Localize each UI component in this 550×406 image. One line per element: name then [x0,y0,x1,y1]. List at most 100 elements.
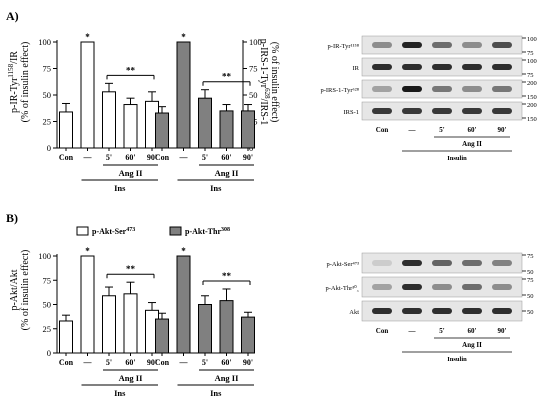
panel-a-right-ytick-label: 100 [249,37,262,47]
blot-lane-label: 90' [498,327,507,335]
panel-a-right-xtick-label: Con [155,153,170,162]
blot-marker-label: 75 [527,72,534,79]
blot-band [402,64,422,70]
panel-b-right-ins-label: Ins [210,388,222,398]
panel-b-right-xtick-label: — [179,358,189,367]
blot-band [402,308,422,314]
panel-b-left-bar [123,293,138,354]
legend-swatch-thr308 [169,226,182,236]
blot-marker-label: 75 [527,50,534,57]
panel-a-left-sig-star: * [85,32,90,42]
panel-a-right-sig-star: * [181,32,186,42]
blot-band [402,42,422,48]
panel-a-left-sig-double-star: ** [126,65,136,75]
panel-b-right-xtick-label: Con [155,358,170,367]
panel-b-left-angii-label: Ang II [119,373,144,383]
panel-a-right-xtick-label: 90' [243,153,253,162]
panel-b-legend: p-Akt-Ser473 p-Akt-Thr308 [76,226,230,236]
blot-band [372,260,392,266]
panel-b-ylabel-1: p-Akt/Akt [9,269,20,310]
blot-marker-label: 200 [527,80,537,87]
panel-a-chart: 02550751000255075100Con—5'60'90'***Ang I… [38,32,262,193]
panel-b-left-ins-label: Ins [114,388,126,398]
blot-angii-label: Ang II [462,140,482,148]
panel-a-left-ylabel-2: (% of insulin effect) [20,42,31,123]
blot-insulin-label: Insulin [447,356,467,363]
blot-band [462,108,482,114]
blot-band [432,64,452,70]
panel-a-right-sig-double-star: ** [222,72,232,82]
blot-band [432,260,452,266]
blot-band [462,42,482,48]
blot-lane-label: — [408,126,417,134]
panel-a-left-ytick-label: 100 [38,37,51,47]
panel-b-right-angii-label: Ang II [215,373,240,383]
legend-label-ser473: p-Akt-Ser473 [92,227,135,236]
panel-a-right-angii-label: Ang II [215,168,240,178]
panel-b-left-xtick-label: 5' [106,358,112,367]
blot-band [492,64,512,70]
blot-lane-label: 5' [439,327,445,335]
blot-band [462,64,482,70]
blot-lane-label: 90' [498,126,507,134]
panel-a-left-ytick-label: 75 [43,64,52,74]
blot-lane-label: 60' [468,126,477,134]
blot-band [372,108,392,114]
blot-band [432,42,452,48]
blot-band [372,308,392,314]
blot-lane-label: — [408,327,417,335]
panel-a-left-xtick-label: 90' [147,153,157,162]
blot-row-label: p-IR-Tyr¹¹⁵⁸ [328,43,360,50]
blot-lane-label: 60' [468,327,477,335]
panel-a-left-ytick-label: 50 [43,90,52,100]
blot-angii-label: Ang II [462,341,482,349]
blot-band [372,284,392,290]
panel-a-right-bar [198,97,212,149]
panel-a-left-bar [59,111,73,149]
blot-band [462,260,482,266]
panel-b-right-bar [155,318,169,354]
blot-marker-label: 50 [527,269,534,276]
blot-band [402,284,422,290]
blot-row-label: p-Akt-Ser⁴⁷³ [327,261,360,268]
blot-lane-label: Con [376,126,389,134]
panel-a-left-xtick-label: 5' [106,153,112,162]
panel-a-left-bar [102,91,116,149]
panel-b-right-bar [241,316,255,354]
panel-b-left-bar [102,295,116,354]
panel-b-right-bar [219,300,234,354]
panel-b-left-xtick-label: 60' [125,358,135,367]
panel-b-right-xtick-label: 60' [221,358,231,367]
blot-row-label: IRS-1 [343,109,359,116]
blot-marker-label: 100 [527,58,537,65]
blot-marker-label: 50 [527,293,534,300]
panel-b-left-bar [80,255,95,354]
panel-a-left-bar [123,104,138,149]
blot-band [432,86,452,92]
panel-b-left-ytick-label: 50 [43,300,52,310]
panel-a-western-blot: p-IR-Tyr¹¹⁵⁸10075IR10075p-IRS-1-Tyr⁶²⁸20… [320,35,537,162]
blot-band [432,108,452,114]
panel-b-right-xtick-label: 5' [202,358,208,367]
blot-band [402,108,422,114]
blot-row-label: p-IRS-1-Tyr⁶²⁸ [320,87,359,94]
blot-band [492,42,512,48]
panel-a-left-ytick-label: 25 [43,117,52,127]
panel-a-left-angii-label: Ang II [119,168,144,178]
blot-band [402,260,422,266]
blot-insulin-label: Insulin [447,155,467,162]
panel-a-right-bar [176,41,191,149]
panel-a-left-xtick-label: 60' [125,153,135,162]
blot-band [492,284,512,290]
blot-band [432,308,452,314]
blot-band [372,86,392,92]
panel-b-left-xtick-label: Con [59,358,74,367]
panel-b-left-ytick-label: 100 [38,251,51,261]
blot-band [372,64,392,70]
panel-a-left-xtick-label: — [83,153,93,162]
panel-b-left-bar [59,320,73,354]
panel-a-right-ytick-label: 75 [249,64,258,74]
blot-band [432,284,452,290]
